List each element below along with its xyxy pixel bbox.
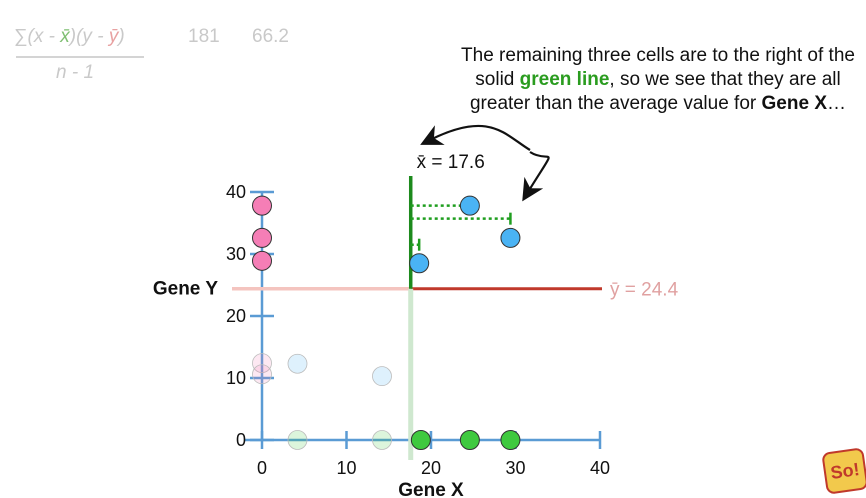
data-point (409, 253, 430, 274)
x-tick-label: 0 (257, 458, 267, 478)
data-point (500, 227, 521, 248)
data-point (287, 430, 308, 450)
reference-lines (232, 176, 602, 460)
caption-text: The remaining three cells are to the rig… (461, 45, 855, 114)
ybar-label: ȳ = 24.4 (610, 280, 679, 301)
data-point (252, 250, 272, 271)
data-point (287, 353, 308, 374)
data-point (252, 353, 272, 374)
y-tick-label: 40 (226, 182, 246, 202)
gene-x-bold: Gene X (761, 93, 827, 114)
arrow-left-icon (420, 124, 531, 151)
y-axis-label: Gene Y (153, 279, 218, 300)
x-tick-label: 30 (505, 458, 525, 478)
xbar-symbol: x̄ (60, 26, 70, 47)
arrow-down-icon (522, 151, 550, 202)
data-points (252, 195, 521, 450)
data-point (372, 430, 392, 450)
fraction-bar (16, 56, 144, 58)
ybar-symbol: ȳ (108, 26, 119, 47)
chart-labels: Gene X Gene Y ȳ = 24.4 x̄ = 17.6 (153, 152, 679, 498)
running-value-1: 181 (188, 26, 220, 47)
data-point (459, 430, 480, 450)
x-axis-label: Gene X (398, 480, 464, 498)
data-point (252, 364, 272, 385)
y-tick-label: 10 (226, 368, 246, 388)
y-tick-label: 0 (236, 430, 246, 450)
running-value-2: 66.2 (252, 26, 289, 47)
sum-symbol: ∑ (14, 26, 28, 47)
data-point (252, 227, 272, 248)
y-tick-label: 30 (226, 244, 246, 264)
data-point (410, 430, 431, 450)
x-tick-label: 20 (421, 458, 441, 478)
xbar-label: x̄ = 17.6 (417, 152, 485, 173)
data-point (459, 195, 480, 216)
x-tick-label: 10 (336, 458, 356, 478)
y-tick-label: 20 (226, 306, 246, 326)
green-line-highlight: green line (519, 69, 610, 90)
formula-denominator: n - 1 (56, 62, 95, 83)
statquest-logo: So! (821, 447, 866, 495)
data-point (372, 366, 392, 387)
x-tick-label: 40 (590, 458, 610, 478)
data-point (252, 195, 272, 216)
formula-numerator: ∑(x - x̄)(y - ȳ) (14, 26, 125, 47)
data-point (500, 430, 521, 450)
